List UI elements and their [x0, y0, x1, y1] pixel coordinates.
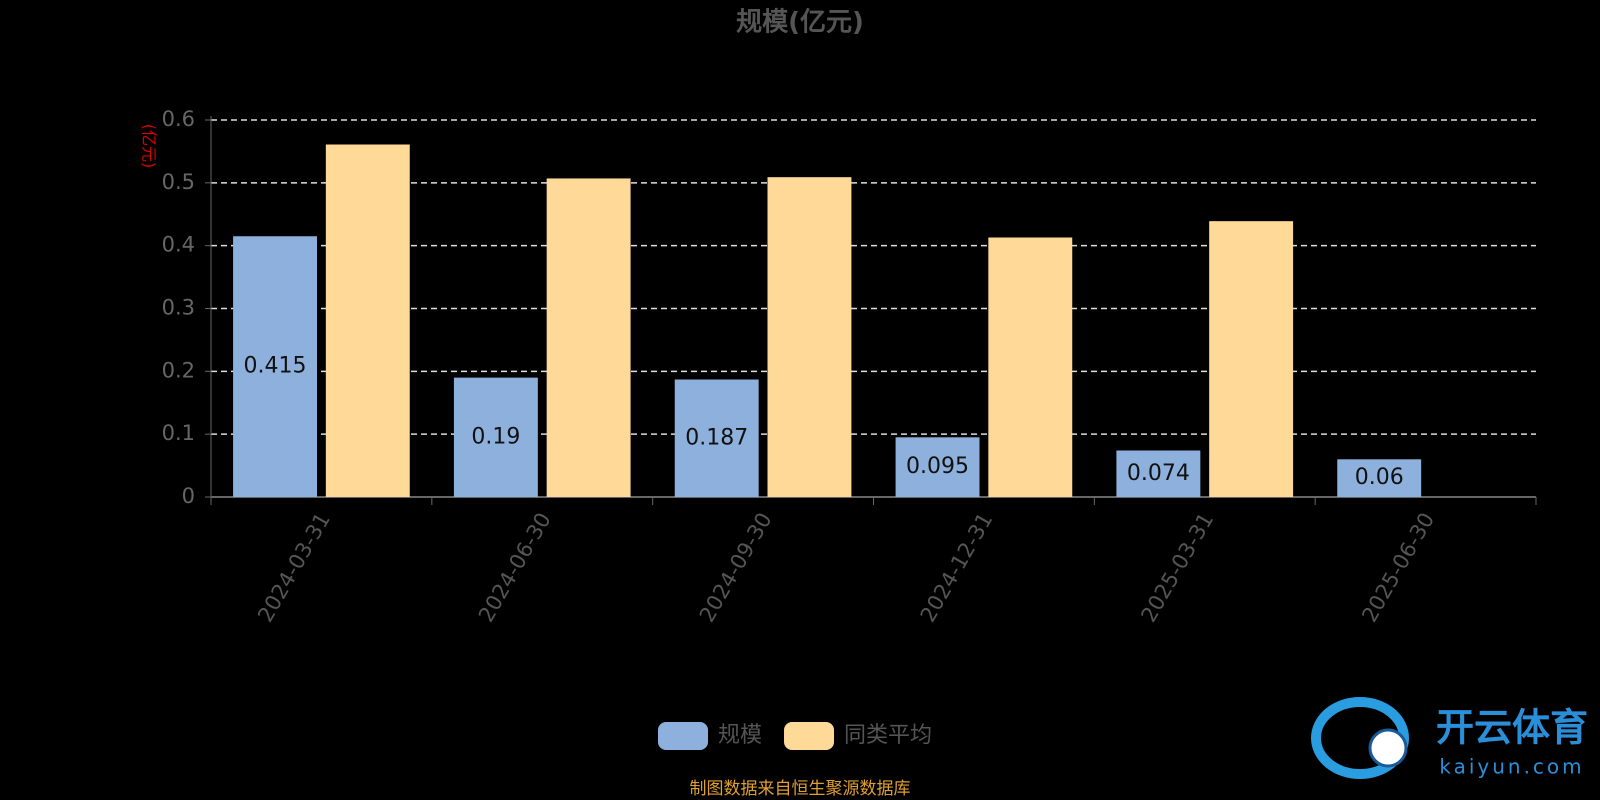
x-tick-label: 2024-06-30 — [474, 509, 556, 627]
y-tick-label: 0.1 — [162, 421, 195, 445]
bar — [1209, 221, 1294, 497]
watermark-url: kaiyun.com — [1439, 755, 1584, 779]
x-tick-label: 2025-06-30 — [1357, 509, 1439, 627]
bar — [895, 437, 980, 497]
chart-title: 规模(亿元) — [736, 8, 864, 38]
x-tick-label: 2024-03-31 — [253, 509, 335, 627]
data-label: 0.187 — [685, 425, 748, 450]
y-tick-label: 0.5 — [162, 170, 195, 194]
footer: 制图数据来自恒生聚源数据库 — [690, 779, 911, 799]
data-label: 0.06 — [1355, 465, 1404, 490]
watermark: 开云体育 kaiyun.com — [1311, 697, 1588, 779]
bar — [453, 377, 538, 497]
data-label: 0.095 — [906, 454, 969, 479]
y-tick-label: 0.2 — [162, 358, 195, 382]
data-label: 0.074 — [1127, 461, 1190, 486]
bar — [233, 236, 317, 497]
x-tick-label: 2024-12-31 — [916, 509, 998, 627]
x-tick-label: 2025-03-31 — [1136, 509, 1218, 627]
bar — [767, 177, 852, 497]
bar — [674, 379, 759, 497]
bar — [1116, 450, 1201, 497]
bar — [1337, 459, 1422, 497]
bar — [325, 144, 410, 497]
data-label: 0.415 — [244, 354, 307, 379]
bar — [988, 237, 1073, 497]
logo-ball — [1368, 728, 1408, 768]
y-tick-label: 0.6 — [162, 107, 195, 131]
x-tick-label: 2024-09-30 — [695, 509, 777, 627]
watermark-name: 开云体育 — [1436, 706, 1588, 750]
legend-swatch — [784, 722, 835, 750]
legend-label: 规模 — [718, 723, 762, 748]
y-tick-label: 0.4 — [162, 233, 195, 257]
data-label: 0.19 — [471, 424, 520, 449]
legend-label: 同类平均 — [844, 723, 932, 748]
legend-swatch — [658, 722, 708, 750]
bar — [546, 178, 631, 497]
y-axis-label: (亿元) — [140, 124, 159, 169]
y-tick-label: 0.3 — [162, 296, 195, 320]
y-tick-label: 0 — [182, 484, 195, 508]
